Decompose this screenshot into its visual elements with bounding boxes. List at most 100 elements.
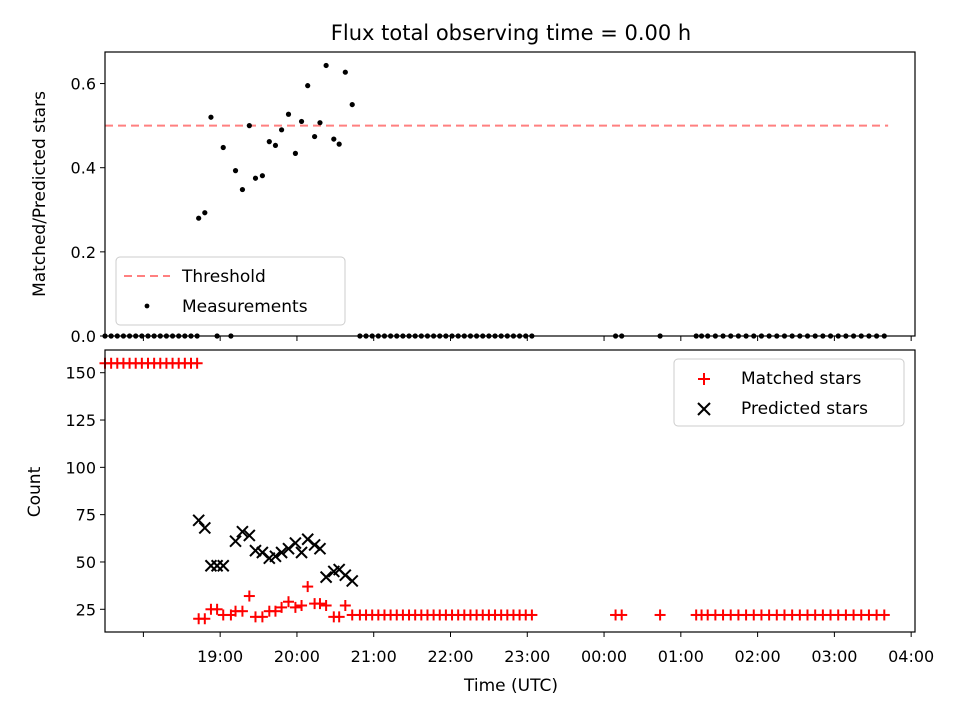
bottom-legend: Matched stars Predicted stars	[673, 358, 905, 427]
legend-predicted-swatch	[697, 402, 711, 416]
predicted-star-marker	[295, 546, 308, 559]
predicted-star-stroke-b	[269, 550, 282, 563]
measurement-point	[342, 69, 348, 75]
predicted-star-marker	[236, 525, 249, 538]
matched-star-marker	[320, 600, 332, 612]
predicted-star-stroke-b	[339, 569, 352, 582]
x-tick-label: 03:00	[811, 647, 857, 666]
matched-star-marker	[654, 609, 666, 621]
x-tick-label: 00:00	[581, 647, 627, 666]
predicted-star-marker	[204, 559, 218, 572]
predicted-star-marker	[319, 570, 333, 584]
measurement-point	[349, 101, 355, 108]
measurement-point	[208, 114, 214, 120]
predicted-star-marker	[275, 546, 288, 559]
bottom-y-tick-label: 50	[76, 553, 96, 572]
predicted-star-marker	[198, 521, 212, 535]
measurement-point	[272, 142, 279, 149]
bottom-y-tick-label: 100	[65, 458, 96, 477]
bottom-y-axis-label: Count	[25, 466, 45, 517]
predicted-star-stroke-b	[275, 546, 288, 559]
top-axes: 0.0 0.2 0.4 0.6	[71, 75, 912, 346]
bottom-axes-frame	[104, 349, 916, 633]
measurement-point	[202, 210, 208, 216]
x-tick-label: 04:00	[888, 647, 934, 666]
measurement-point	[298, 118, 305, 125]
matched-star-marker	[256, 611, 268, 623]
matched-star-marker	[314, 598, 326, 610]
x-tick-label: 22:00	[427, 647, 473, 666]
x-tick-label: 01:00	[658, 647, 704, 666]
predicted-star-stroke-b	[295, 546, 308, 559]
matched-star-marker	[269, 605, 281, 617]
measurement-point	[336, 141, 342, 147]
top-axes-frame	[104, 51, 916, 337]
legend-matched-swatch	[698, 373, 710, 385]
predicted-star-stroke-b	[229, 534, 242, 548]
matched-star-marker	[211, 603, 223, 615]
x-tick-label: 23:00	[504, 647, 550, 666]
predicted-star-marker	[249, 544, 262, 557]
matched-star-marker	[616, 609, 628, 621]
predicted-star-stroke-b	[243, 529, 256, 542]
predicted-star-stroke-b	[319, 570, 333, 584]
matched-star-marker	[199, 613, 211, 625]
matched-star-marker	[191, 357, 203, 369]
predicted-star-marker	[308, 538, 321, 552]
measurement-point	[266, 139, 272, 145]
predicted-star-marker	[346, 574, 359, 588]
predicted-star-stroke-b	[301, 533, 314, 546]
predicted-star-stroke-b	[256, 546, 269, 559]
predicted-star-marker	[217, 559, 230, 572]
bottom-y-tick-label: 125	[65, 411, 96, 430]
predicted-star-stroke-b	[313, 542, 327, 555]
measurement-point	[323, 62, 329, 69]
bottom-axes: 25 50 75 100 125 150 19:00 20:00 21:00 22:00 23:00…	[65, 364, 934, 666]
legend-predicted-label: Predicted stars	[741, 399, 868, 419]
bottom-y-tick-label: 150	[65, 364, 96, 383]
top-y-tick-label: 0.0	[71, 327, 96, 346]
predicted-star-stroke-b	[346, 574, 359, 588]
legend-matched-label: Matched stars	[741, 369, 861, 389]
measurement-point	[220, 144, 226, 151]
measurement-point	[305, 83, 311, 89]
top-y-tick-label: 0.6	[71, 75, 96, 94]
matched-star-marker	[282, 596, 294, 608]
matched-star-marker	[333, 611, 345, 623]
predicted-star-marker	[192, 514, 205, 527]
legend-threshold-label: Threshold	[181, 267, 266, 287]
predicted-star-marker	[313, 542, 327, 555]
x-tick-label: 19:00	[197, 647, 243, 666]
predicted-star-stroke-b	[308, 538, 321, 552]
predicted-star-marker	[289, 536, 302, 550]
bottom-y-tick-label: 75	[76, 506, 96, 525]
chart-title: Flux total observing time = 0.00 h	[331, 21, 691, 45]
matched-star-marker	[296, 600, 308, 612]
top-legend: Threshold Measurements	[115, 256, 346, 326]
predicted-star-marker	[229, 534, 242, 548]
measurement-point	[278, 127, 285, 133]
measurement-point	[246, 123, 252, 129]
bottom-y-tick-label: 25	[76, 600, 96, 619]
measurement-point	[252, 175, 259, 181]
matched-star-marker	[289, 601, 301, 613]
predicted-star-stroke-b	[332, 563, 346, 576]
matched-star-marker	[243, 590, 255, 602]
x-axis-label: Time (UTC)	[463, 676, 558, 696]
x-tick-label: 20:00	[274, 647, 320, 666]
matched-star-marker	[302, 581, 314, 593]
predicted-star-stroke-b	[236, 525, 249, 538]
predicted-star-marker	[269, 550, 282, 563]
top-y-tick-label: 0.4	[71, 159, 96, 178]
measurement-point	[232, 168, 239, 174]
bottom-legend-box	[673, 358, 905, 427]
matched-star-marker	[236, 605, 248, 617]
predicted-star-stroke-b	[198, 521, 212, 535]
matched-star-marker	[878, 609, 890, 621]
matched-star-marker	[339, 600, 351, 612]
measurement-point	[196, 215, 202, 221]
measurement-point	[317, 120, 323, 126]
predicted-star-marker	[210, 559, 224, 572]
bottom-plot-marks	[99, 357, 890, 625]
